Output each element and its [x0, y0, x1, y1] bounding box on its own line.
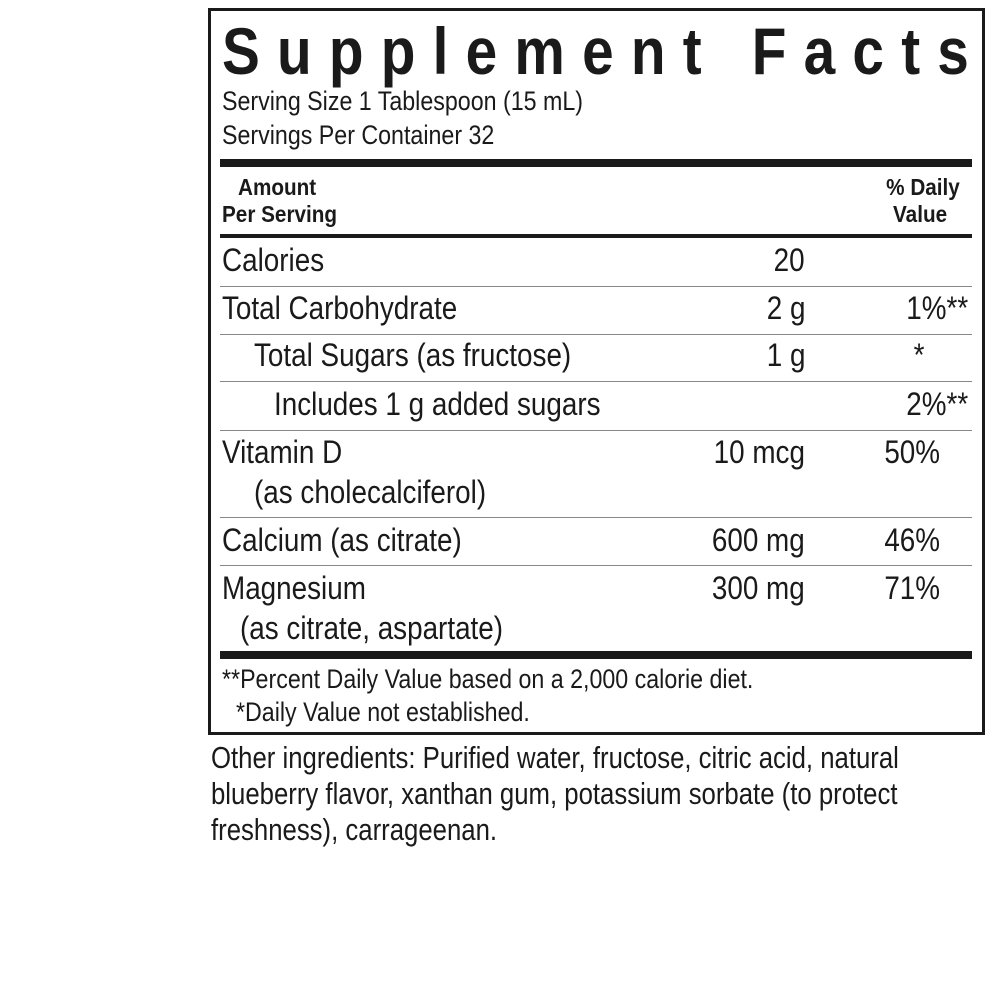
nutrient-dv: 1%** — [906, 290, 968, 326]
serving-size: Serving Size 1 Tablespoon (15 mL) — [222, 86, 583, 116]
nutrient-name: Total Carbohydrate — [222, 290, 458, 326]
daily-value-header-2: Value — [892, 201, 947, 227]
thick-divider — [220, 159, 972, 167]
nutrient-amount: 300 mg — [712, 570, 805, 606]
nutrient-name: Vitamin D — [222, 434, 343, 470]
other-ingredients-line: blueberry flavor, xanthan gum, potassium… — [211, 776, 898, 811]
other-ingredients-line: Other ingredients: Purified water, fruct… — [211, 740, 899, 775]
nutrient-amount: 600 mg — [712, 522, 805, 558]
nutrient-amount: 1 g — [766, 337, 805, 373]
row-divider — [220, 430, 972, 431]
row-divider — [220, 517, 972, 518]
supplement-facts-panel — [208, 8, 985, 735]
amount-header: Amount — [238, 174, 317, 200]
footnote-percent-dv: **Percent Daily Value based on a 2,000 c… — [222, 664, 754, 694]
nutrient-dv: 50% — [884, 434, 940, 470]
footnote-dv-not-established: *Daily Value not established. — [236, 697, 530, 727]
divider — [220, 234, 972, 238]
nutrient-source: (as citrate, aspartate) — [240, 610, 504, 646]
nutrient-name: Includes 1 g added sugars — [274, 386, 601, 422]
per-serving-header: Per Serving — [222, 201, 338, 227]
nutrient-name: Calories — [222, 242, 325, 278]
row-divider — [220, 381, 972, 382]
nutrient-amount: 10 mcg — [713, 434, 805, 470]
daily-value-header: % Daily — [886, 174, 960, 200]
nutrient-dv: 2%** — [906, 386, 968, 422]
nutrient-dv: * — [913, 337, 924, 373]
nutrient-dv: 46% — [884, 522, 940, 558]
nutrient-source: (as cholecalciferol) — [254, 474, 487, 510]
panel-title: Supplement Facts — [222, 14, 987, 88]
row-divider — [220, 334, 972, 335]
row-divider — [220, 565, 972, 566]
nutrient-amount: 20 — [774, 242, 805, 278]
nutrient-amount: 2 g — [766, 290, 805, 326]
servings-per-container: Servings Per Container 32 — [222, 120, 495, 150]
other-ingredients-line: freshness), carrageenan. — [211, 812, 498, 847]
row-divider — [220, 286, 972, 287]
nutrient-name: Total Sugars (as fructose) — [254, 337, 572, 373]
thick-divider — [220, 651, 972, 659]
nutrient-name: Calcium (as citrate) — [222, 522, 462, 558]
nutrient-dv: 71% — [884, 570, 940, 606]
nutrient-name: Magnesium — [222, 570, 366, 606]
